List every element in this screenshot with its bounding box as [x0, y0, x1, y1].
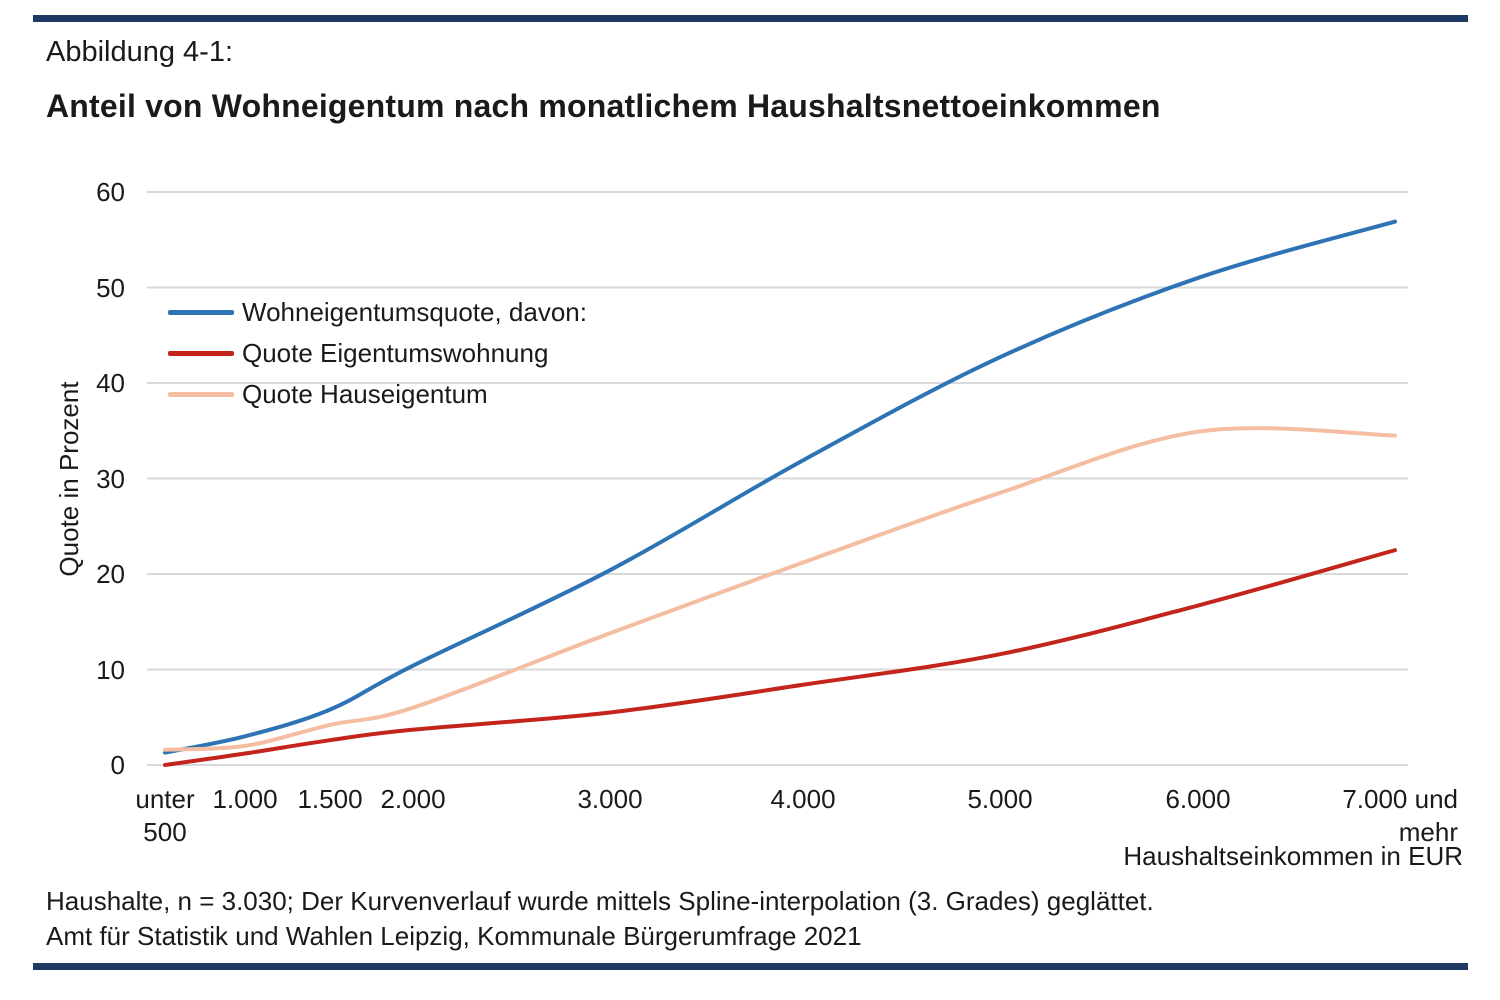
x-tick-line: 1.000 — [212, 784, 278, 814]
footnote-sample-note: Haushalte, n = 3.030; Der Kurvenverlauf … — [46, 886, 1154, 916]
y-tick-label: 0 — [110, 750, 125, 780]
legend-label: Quote Hauseigentum — [242, 379, 488, 409]
x-tick-label: 1.000 — [212, 783, 277, 816]
x-tick-line: 5.000 — [967, 784, 1033, 814]
legend-item-eigentumswohnung: Quote Eigentumswohnung — [168, 333, 587, 374]
x-tick-line: 6.000 — [1165, 784, 1231, 814]
y-tick-label: 10 — [96, 654, 125, 685]
y-tick-label: 50 — [96, 272, 125, 303]
x-tick-label: 2.000 — [380, 783, 445, 816]
bottom-accent-bar — [33, 963, 1468, 970]
legend-line-swatch-salmon — [168, 392, 234, 397]
x-tick-line: mehr — [1398, 817, 1458, 847]
x-tick-line: 7.000 und — [1342, 784, 1458, 814]
x-tick-line: 1.500 — [297, 784, 363, 814]
x-axis-title: Haushaltseinkommen in EUR — [1123, 841, 1463, 871]
y-tick-label: 30 — [96, 463, 125, 494]
y-tick-label: 40 — [96, 368, 125, 398]
x-tick-label: 3.000 — [577, 783, 642, 816]
x-tick-label: 5.000 — [967, 783, 1032, 816]
x-tick-line: 500 — [143, 817, 187, 847]
x-tick-line: 3.000 — [577, 784, 643, 814]
curve-eigentumswohnung — [163, 548, 1397, 767]
y-tick-label: 60 — [96, 177, 125, 207]
page-title: Anteil von Wohneigentum nach monatlichem… — [46, 88, 1161, 124]
figure-number-label: Abbildung 4-1: — [46, 36, 234, 68]
curve-hauseigentum — [163, 426, 1397, 752]
top-accent-bar — [33, 15, 1468, 22]
x-tick-label: 1.500 — [297, 783, 362, 816]
legend-line-swatch-red — [168, 351, 234, 356]
x-tick-line: 2.000 — [380, 784, 446, 814]
legend-label: Quote Eigentumswohnung — [242, 338, 549, 368]
curve-wohneigentumsquote — [163, 219, 1397, 755]
footnote-source: Amt für Statistik und Wahlen Leipzig, Ko… — [46, 921, 862, 951]
y-tick-label: 20 — [96, 559, 125, 589]
x-tick-label: 4.000 — [770, 783, 835, 816]
x-tick-label: 7.000 und mehr — [1342, 783, 1458, 849]
legend-item-wohneigentumsquote: Wohneigentumsquote, davon: — [168, 292, 587, 333]
legend-label: Wohneigentumsquote, davon: — [242, 297, 587, 327]
legend-line-swatch-blue — [168, 310, 234, 315]
legend: Wohneigentumsquote, davon: Quote Eigentu… — [168, 292, 587, 415]
x-tick-label: unter 500 — [135, 783, 194, 849]
x-tick-line: 4.000 — [770, 784, 836, 814]
x-tick-label: 6.000 — [1165, 783, 1230, 816]
x-tick-line: unter — [135, 784, 195, 814]
legend-item-hauseigentum: Quote Hauseigentum — [168, 374, 587, 415]
y-axis-title: Quote in Prozent — [54, 381, 84, 577]
